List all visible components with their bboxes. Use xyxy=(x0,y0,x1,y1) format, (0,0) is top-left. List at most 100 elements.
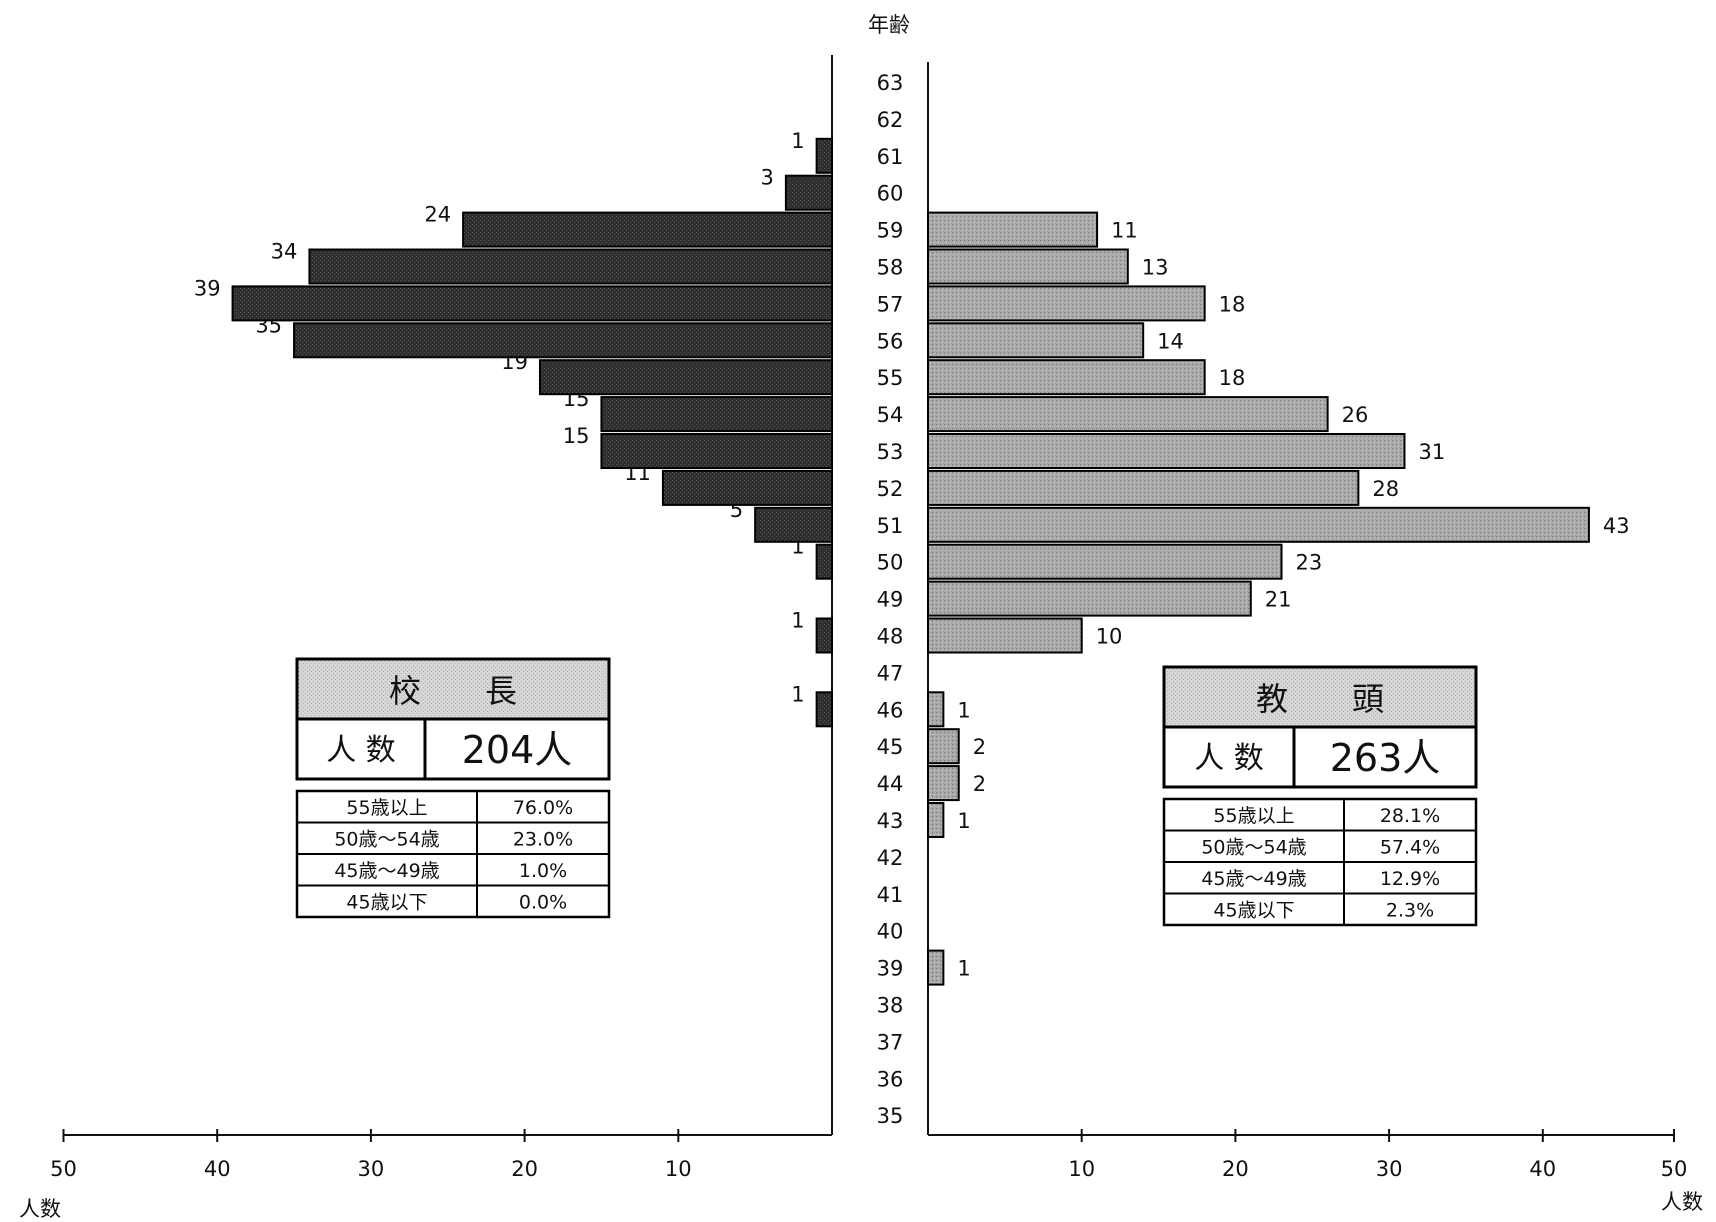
age-tick-label: 52 xyxy=(877,477,904,501)
age-tick-label: 61 xyxy=(877,145,904,169)
summary-row-range: 45歳以下 xyxy=(1213,900,1294,922)
vice-principal-bar-label: 23 xyxy=(1296,551,1323,575)
principal-bar xyxy=(815,691,834,728)
principal-summary: 校 長人 数 204人 55歳以上 76.0% 50歳～54歳 23.0% 45歳～49歳 1… xyxy=(295,657,611,919)
principal-bar-label: 39 xyxy=(194,276,221,300)
axes xyxy=(64,55,1674,1136)
summary-count-value: 204人 xyxy=(462,728,573,772)
vice-principal-bar-label: 28 xyxy=(1372,477,1399,501)
summary-count-box xyxy=(1162,725,1478,789)
age-tick-label: 39 xyxy=(877,957,904,981)
summary-row-range: 50歳～54歳 xyxy=(334,829,439,851)
vice-principal-bar xyxy=(927,211,1099,248)
age-tick-label: 35 xyxy=(877,1104,904,1128)
x-tick-label: 40 xyxy=(1529,1157,1556,1181)
vice-principal-bar-label: 11 xyxy=(1111,219,1138,243)
x-tick-label: 20 xyxy=(1222,1157,1249,1181)
vice-principal-bar-label: 1 xyxy=(957,698,970,722)
age-tick-label: 55 xyxy=(877,366,904,390)
principal-bar-label: 1 xyxy=(791,129,804,153)
vice-principal-bar-label: 18 xyxy=(1219,292,1246,316)
age-tick-label: 54 xyxy=(877,403,904,427)
vice-principal-bar-label: 2 xyxy=(973,735,986,759)
x-tick-label: 50 xyxy=(50,1157,77,1181)
age-tick-label: 47 xyxy=(877,661,904,685)
summary-row-range: 45歳以下 xyxy=(346,892,427,914)
age-tick-label: 62 xyxy=(877,108,904,132)
summary-title: 校 長 xyxy=(389,672,517,710)
x-tick-label: 40 xyxy=(204,1157,231,1181)
vice-principal-bar-label: 1 xyxy=(957,957,970,981)
summary-tables: 校 長人 数 204人 55歳以上 76.0% 50歳～54歳 23.0% 45歳～49歳 1… xyxy=(295,657,1478,927)
summary-header-box xyxy=(1162,665,1478,729)
vice-principal-bar xyxy=(927,617,1083,654)
vice-principal-bar xyxy=(927,580,1252,617)
principal-bar xyxy=(308,248,834,285)
vice-principal-bar xyxy=(927,949,945,986)
age-tick-label: 60 xyxy=(877,182,904,206)
age-tick-label: 63 xyxy=(877,71,904,95)
age-tick-label: 45 xyxy=(877,735,904,759)
principal-bar-label: 1 xyxy=(791,682,804,706)
principal-bar xyxy=(754,506,834,543)
summary-row-range: 45歳～49歳 xyxy=(1201,868,1306,890)
x-tick-label: 20 xyxy=(511,1157,538,1181)
x-tick-label: 10 xyxy=(1068,1157,1095,1181)
vice-principal-bar xyxy=(927,396,1329,433)
age-tick-labels: 35 36 37 38 39 40 41 42 43 44 45 46 47 48 49 50 51 52 53 54… xyxy=(877,71,904,1128)
summary-row-pct: 23.0% xyxy=(513,829,573,851)
principal-bar xyxy=(538,359,833,396)
vice-principal-bar xyxy=(927,765,960,802)
vice-principal-bar-label: 1 xyxy=(957,809,970,833)
vice-principal-bar-label: 2 xyxy=(973,772,986,796)
count-axis-label-left: 人数 xyxy=(19,1197,61,1221)
x-tick-label: 30 xyxy=(1376,1157,1403,1181)
principal-bar xyxy=(815,617,834,654)
vice-principal-bar xyxy=(927,322,1145,359)
summary-title: 教 頭 xyxy=(1256,680,1384,718)
age-tick-label: 57 xyxy=(877,292,904,316)
x-ticks: 50 40 30 20 10 10 20 30 40 50 xyxy=(50,1129,1687,1181)
vice-principal-bar xyxy=(927,691,945,728)
vice-principal-bar xyxy=(927,359,1206,396)
vice-principal-bar-label: 18 xyxy=(1219,366,1246,390)
age-tick-label: 56 xyxy=(877,329,904,353)
x-tick-label: 30 xyxy=(358,1157,385,1181)
principal-bar xyxy=(815,543,834,580)
age-tick-label: 51 xyxy=(877,514,904,538)
age-tick-label: 50 xyxy=(877,551,904,575)
age-tick-label: 37 xyxy=(877,1030,904,1054)
principal-bar xyxy=(293,322,833,359)
vice-principal-bar xyxy=(927,543,1283,580)
summary-row-range: 45歳～49歳 xyxy=(334,860,439,882)
age-tick-label: 43 xyxy=(877,809,904,833)
principal-bar xyxy=(600,433,834,469)
principal-bar xyxy=(231,285,833,322)
age-tick-label: 59 xyxy=(877,219,904,243)
summary-row-range: 55歳以上 xyxy=(346,797,427,819)
summary-row-pct: 1.0% xyxy=(519,860,567,882)
principal-bar-label: 1 xyxy=(791,609,804,633)
x-tick-label: 10 xyxy=(665,1157,692,1181)
age-tick-label: 46 xyxy=(877,698,904,722)
summary-count-box xyxy=(295,717,611,781)
age-tick-label: 58 xyxy=(877,256,904,280)
age-tick-label: 53 xyxy=(877,440,904,464)
age-tick-label: 40 xyxy=(877,920,904,944)
age-tick-label: 48 xyxy=(877,625,904,649)
principal-bar xyxy=(462,211,833,248)
principal-bar xyxy=(815,137,834,174)
summary-row-pct: 57.4% xyxy=(1380,837,1440,859)
principal-bar xyxy=(661,469,833,506)
age-tick-label: 42 xyxy=(877,846,904,870)
vice-principal-bar-label: 21 xyxy=(1265,588,1292,612)
count-axis-label-right: 人数 xyxy=(1661,1190,1703,1214)
vice-principal-bar-label: 43 xyxy=(1603,514,1630,538)
principal-bar-label: 24 xyxy=(424,203,451,227)
age-axis-label: 年齢 xyxy=(868,13,910,37)
summary-row-pct: 2.3% xyxy=(1386,900,1434,922)
vice-principal-bar-label: 14 xyxy=(1157,329,1184,353)
principal-bar xyxy=(600,396,834,433)
